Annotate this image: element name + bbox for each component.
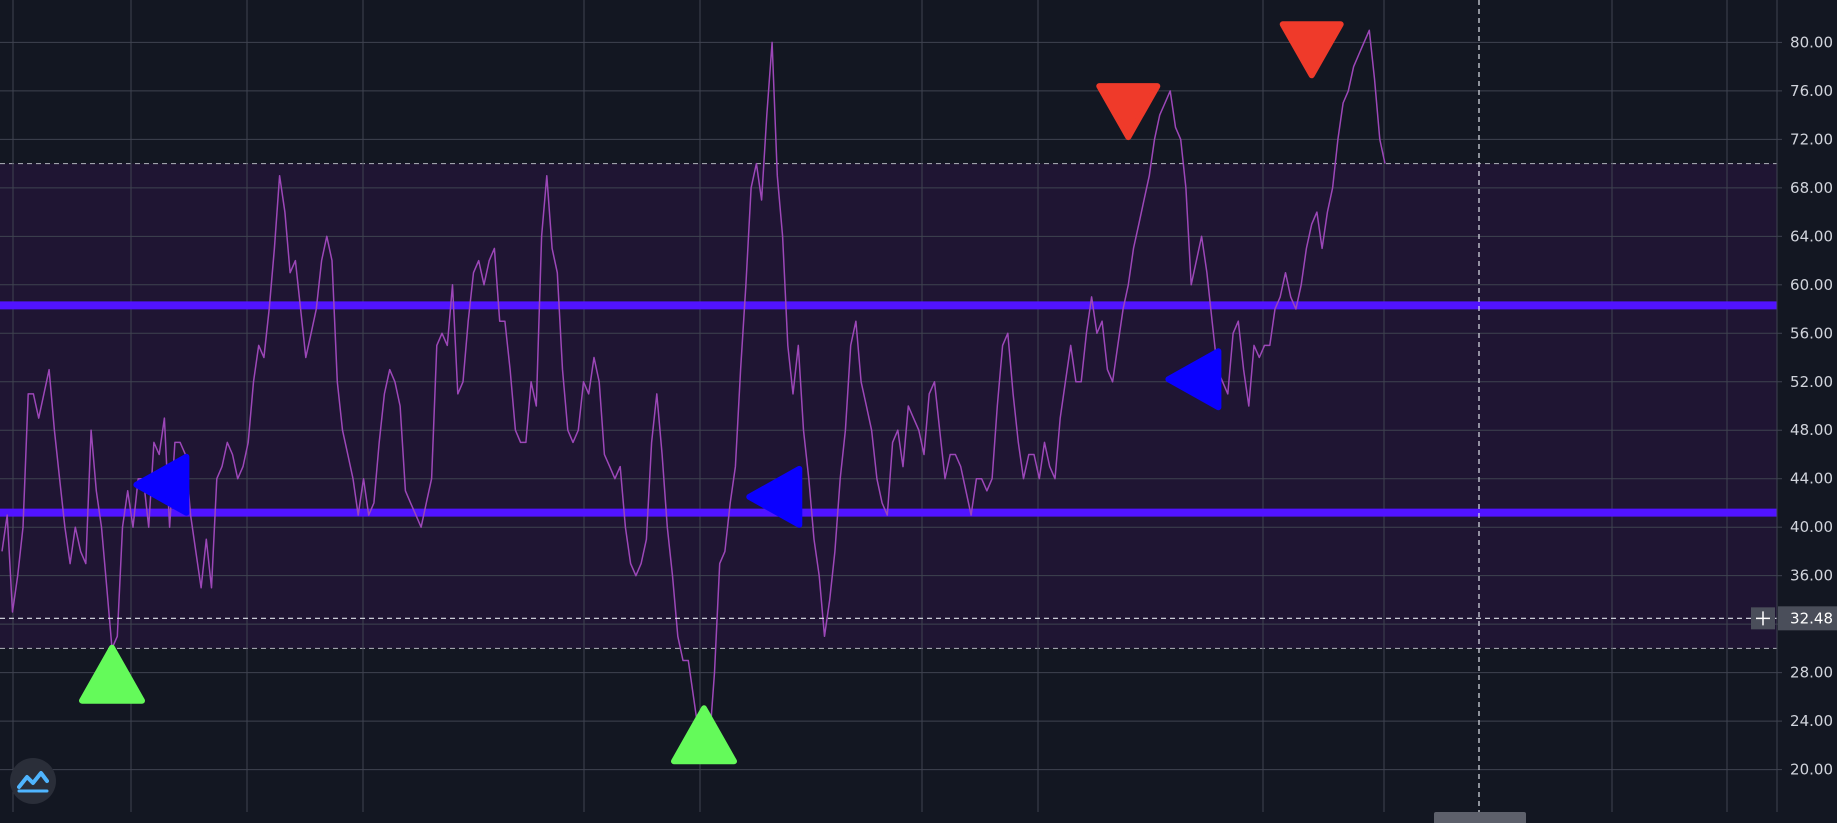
tradingview-logo-icon	[17, 771, 49, 793]
crosshair-value-label: 32.48	[1790, 609, 1833, 627]
crosshair-layer	[0, 0, 1777, 812]
sell-signal-marker[interactable]	[1096, 83, 1161, 141]
grid-layer	[0, 0, 1777, 812]
price-tick-label: 40.00	[1790, 518, 1833, 536]
tradingview-logo-button[interactable]	[10, 758, 56, 804]
sell-signal-marker[interactable]	[1279, 21, 1344, 79]
horizontal-lines-layer	[0, 301, 1837, 517]
price-axis-bg	[1777, 0, 1837, 812]
neutral-signal-marker[interactable]	[133, 453, 190, 516]
crosshair-value-box	[1778, 606, 1837, 631]
time-scroll-handle[interactable]	[1434, 812, 1526, 823]
price-tick-label: 56.00	[1790, 324, 1833, 342]
neutral-signal-marker[interactable]	[1165, 348, 1222, 411]
plus-icon[interactable]	[1756, 611, 1770, 626]
price-tick-label: 20.00	[1790, 761, 1833, 779]
series-layer	[1, 29, 1386, 747]
price-tick-label: 24.00	[1790, 712, 1833, 730]
buy-signal-marker[interactable]	[79, 644, 145, 704]
price-tick-label: 72.00	[1790, 130, 1833, 148]
rsi-band-layer	[0, 163, 1777, 649]
price-tick-label: 60.00	[1790, 276, 1833, 294]
price-tick-label: 80.00	[1790, 33, 1833, 51]
buy-signal-marker[interactable]	[671, 705, 737, 765]
price-tick-label: 64.00	[1790, 227, 1833, 245]
price-tick-label: 48.00	[1790, 421, 1833, 439]
price-axis[interactable]: 20.0024.0028.0032.0036.0040.0044.0048.00…	[1776, 0, 1837, 812]
price-tick-label: 28.00	[1790, 664, 1833, 682]
markers-layer	[79, 21, 1344, 765]
rsi-series-line	[1, 29, 1386, 747]
neutral-signal-marker[interactable]	[746, 465, 803, 528]
price-tick-label: 76.00	[1790, 82, 1833, 100]
rsi-band-fill	[0, 163, 1777, 649]
price-tick-label: 36.00	[1790, 567, 1833, 585]
price-tick-label: 44.00	[1790, 470, 1833, 488]
price-tick-label: 68.00	[1790, 179, 1833, 197]
price-tick-label: 52.00	[1790, 373, 1833, 391]
